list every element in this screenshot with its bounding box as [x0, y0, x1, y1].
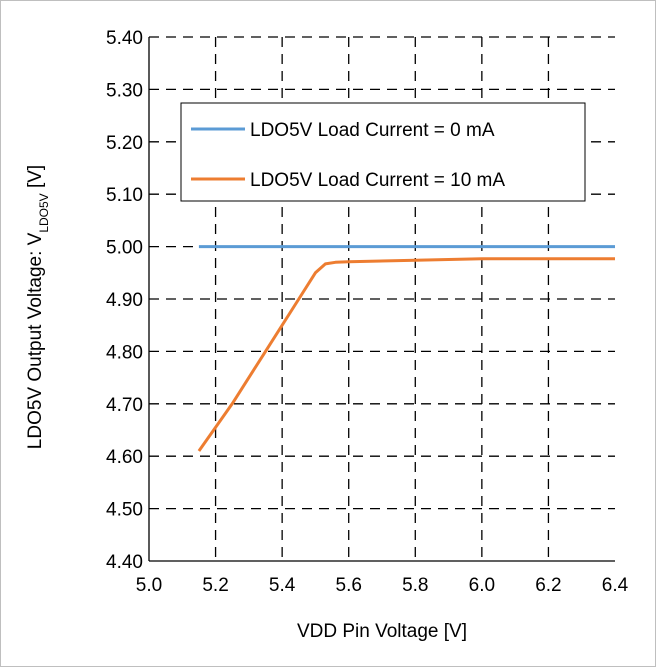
- x-tick-label: 6.0: [469, 575, 495, 596]
- y-tick-label: 4.60: [106, 447, 143, 468]
- series-line-1: [197, 257, 615, 452]
- y-tick-label: 5.40: [106, 28, 143, 49]
- x-tick-label: 6.2: [535, 575, 561, 596]
- legend: LDO5V Load Current = 0 mA LDO5V Load Cur…: [180, 102, 586, 202]
- series-lines: [197, 245, 615, 452]
- y-tick-label: 5.00: [106, 238, 143, 259]
- y-axis-title-subscript: LDO5V: [37, 193, 51, 232]
- y-tick-label: 5.30: [106, 80, 143, 101]
- legend-box: [180, 102, 586, 202]
- x-tick-label: 5.8: [402, 575, 428, 596]
- x-axis-title: VDD Pin Voltage [V]: [297, 621, 467, 642]
- legend-label-0ma: LDO5V Load Current = 0 mA: [250, 120, 495, 141]
- y-axis-title-unit: [V]: [25, 165, 46, 194]
- tick-labels: 5.0 5.2 5.4 5.6 5.8 6.0 6.2 6.4 4.40 4.50 4.60 4.70…: [106, 28, 629, 596]
- y-tick-label: 5.10: [106, 185, 143, 206]
- y-tick-label: 5.20: [106, 133, 143, 154]
- x-tick-label: 5.4: [269, 575, 296, 596]
- legend-label-10ma: LDO5V Load Current = 10 mA: [250, 170, 505, 191]
- y-tick-label: 4.80: [106, 342, 143, 363]
- x-tick-label: 5.0: [136, 575, 162, 596]
- y-axis-title-main: LDO5V Output Voltage: V: [25, 232, 46, 449]
- y-tick-label: 4.90: [106, 290, 143, 311]
- x-tick-label: 6.4: [602, 575, 629, 596]
- y-tick-label: 4.70: [106, 395, 143, 416]
- y-axis-title: LDO5V Output Voltage: VLDO5V [V]: [25, 165, 51, 449]
- y-tick-label: 4.40: [106, 552, 143, 573]
- y-tick-label: 4.50: [106, 500, 143, 521]
- axes: [148, 37, 615, 562]
- x-tick-label: 5.6: [336, 575, 362, 596]
- x-tick-label: 5.2: [202, 575, 228, 596]
